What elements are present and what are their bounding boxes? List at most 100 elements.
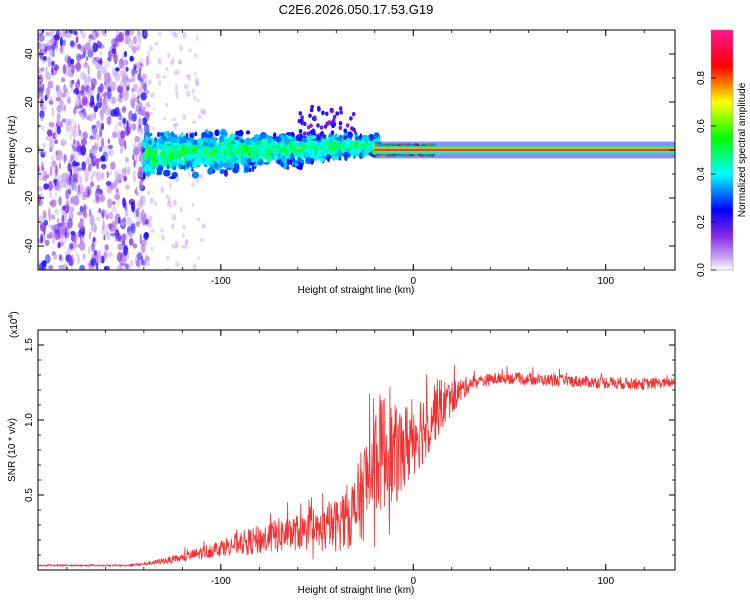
spectrogram-cell xyxy=(66,172,70,180)
spectrogram-cell xyxy=(118,121,122,127)
spectrogram-cell xyxy=(51,67,58,76)
spectrogram-cell xyxy=(50,155,55,161)
spectrogram-cell xyxy=(149,168,156,174)
spectrogram-cell xyxy=(140,109,146,117)
spectrogram-cell xyxy=(157,164,164,173)
spectrogram-cell xyxy=(147,223,150,228)
chart-title: C2E6.2026.050.17.53.G19 xyxy=(279,2,434,17)
spectrogram-cell xyxy=(114,107,120,118)
spectrogram-cell xyxy=(171,31,176,37)
spectrogram-cell xyxy=(72,173,79,182)
x-tick-label: -100 xyxy=(211,576,231,587)
spectrogram-cell xyxy=(99,112,103,117)
spectrogram-cell xyxy=(154,137,158,143)
spectrogram-cell xyxy=(219,169,225,174)
spectrogram-cell xyxy=(45,66,48,74)
spectrogram-cell xyxy=(142,154,148,161)
spectrogram-cell xyxy=(69,133,73,140)
spectrogram-cell xyxy=(70,154,74,163)
spectrogram-cell xyxy=(251,164,255,172)
snr-y-label: SNR (10 * v/v) xyxy=(7,418,18,482)
spectrogram-cell xyxy=(96,163,100,170)
spectrogram-cell xyxy=(197,256,200,261)
spectrogram-cell xyxy=(308,151,313,155)
spectrogram-cell xyxy=(79,205,84,213)
spectrogram-cell xyxy=(41,30,44,34)
spectrogram-cell xyxy=(123,233,127,244)
spectrogram-cell xyxy=(38,90,42,98)
spectrogram-cell xyxy=(212,136,217,145)
spectrogram-cell xyxy=(327,120,332,125)
spectrogram-cell xyxy=(57,242,61,249)
spectrogram-cell xyxy=(105,181,112,186)
spectrogram-cell xyxy=(137,73,141,81)
x-tick-label: 100 xyxy=(597,276,614,287)
spectrogram-cell xyxy=(98,189,103,195)
colorbar-tick-label: 0.0 xyxy=(696,263,707,277)
spectrogram-cell xyxy=(51,65,54,76)
spectrogram-cell xyxy=(127,230,134,239)
spectrogram-cell xyxy=(79,225,86,232)
spectrogram-cell xyxy=(60,235,67,245)
spectrogram-cell xyxy=(92,236,96,242)
spectrogram-cell xyxy=(237,146,245,154)
spectrogram-cell xyxy=(196,150,202,156)
spectrogram-cell xyxy=(298,145,303,150)
spectrogram-cell xyxy=(232,153,236,161)
spectrogram-cell xyxy=(87,76,90,85)
spectrogram-cell xyxy=(135,186,138,196)
spectrogram-cell xyxy=(49,138,55,150)
spectrogram-cell xyxy=(196,35,199,42)
spectrogram-cell xyxy=(59,99,64,107)
spectrogram-cell xyxy=(61,172,68,183)
spectrogram-cell xyxy=(81,44,88,52)
spectrogram-cell xyxy=(73,87,80,94)
spectrogram-cell xyxy=(137,103,141,109)
spectrogram-cell xyxy=(351,149,356,157)
spectrogram-cell xyxy=(136,252,143,261)
spectrogram-cell xyxy=(53,64,59,71)
spectrogram-cell xyxy=(78,112,85,117)
spectrogram-cell xyxy=(174,261,180,267)
spectrogram-cell xyxy=(124,50,127,58)
spectrogram-cell xyxy=(123,175,128,182)
spectrogram-cell xyxy=(145,171,151,177)
spectrogram-cell xyxy=(200,108,205,115)
spectrogram-cell xyxy=(81,138,87,146)
spectrogram-cell xyxy=(147,79,152,86)
spectrogram-cell xyxy=(317,107,321,112)
spectrogram-cell xyxy=(70,125,75,136)
spectrogram-cell xyxy=(83,168,90,177)
spectrogram-cell xyxy=(191,171,199,179)
spectrogram-cell xyxy=(139,195,144,206)
spectrogram-cell xyxy=(170,144,177,149)
spectrogram-cell xyxy=(61,105,66,111)
spectrogram-cell xyxy=(110,81,117,92)
spectrogram-cell xyxy=(338,134,343,141)
spectrogram-cell xyxy=(178,162,182,169)
spectrogram-cell xyxy=(267,144,273,151)
spectrogram-cell xyxy=(58,180,65,189)
spectrogram-cell xyxy=(244,166,250,173)
spectrogram-cell xyxy=(300,115,304,120)
spectrogram-cell xyxy=(313,115,317,120)
spectrogram-cell xyxy=(132,35,137,45)
spectrogram-cell xyxy=(90,95,95,106)
spectrogram-cell xyxy=(79,135,83,141)
spectrogram-cell xyxy=(229,133,236,139)
spectrogram-cell xyxy=(181,245,185,249)
spectrogram-cell xyxy=(134,62,138,68)
spectrogram-cell xyxy=(132,170,137,176)
spectrogram-cell xyxy=(363,135,367,142)
spectrogram-cell xyxy=(153,106,156,111)
spectrogram-cell xyxy=(87,64,90,76)
spectrogram-cell xyxy=(65,90,71,99)
spectrogram-cell xyxy=(175,83,178,90)
spectrogram-cell xyxy=(246,158,252,163)
spectrogram-cell xyxy=(101,30,106,36)
spectrogram-cell xyxy=(120,221,126,227)
spectrogram-cell xyxy=(221,131,226,135)
spectrogram-cell xyxy=(149,92,155,98)
spectrogram-cell xyxy=(169,59,175,65)
spectrogram-cell xyxy=(150,229,155,234)
